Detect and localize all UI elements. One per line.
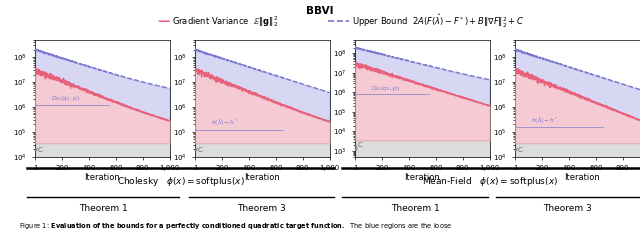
- Text: —: —: [157, 15, 170, 28]
- Text: $h(\hat{\lambda}) - h^*$: $h(\hat{\lambda}) - h^*$: [211, 118, 239, 128]
- Text: Mean-Field   $\phi(x) = \mathrm{softplus}(x)$: Mean-Field $\phi(x) = \mathrm{softplus}(…: [422, 176, 559, 189]
- Text: $D_{\mathrm{KL}}(q_\lambda, p)$: $D_{\mathrm{KL}}(q_\lambda, p)$: [51, 95, 80, 103]
- Text: Gradient Variance  $\mathbb{E}\|\mathbf{g}\|_2^2$: Gradient Variance $\mathbb{E}\|\mathbf{g…: [172, 14, 278, 29]
- Text: C: C: [358, 142, 362, 148]
- Text: Figure 1: $\mathbf{Evaluation\ of\ the\ bounds\ for\ a\ perfectly\ conditioned\ : Figure 1: $\mathbf{Evaluation\ of\ the\ …: [19, 221, 452, 231]
- Text: Cholesky   $\phi(x) = \mathrm{softplus}(x)$: Cholesky $\phi(x) = \mathrm{softplus}(x)…: [116, 176, 244, 189]
- Text: C: C: [198, 147, 202, 153]
- Text: C: C: [38, 147, 42, 153]
- Text: BBVI: BBVI: [307, 6, 333, 16]
- Text: $h(\hat{\lambda}) - h^*$: $h(\hat{\lambda}) - h^*$: [531, 115, 559, 126]
- X-axis label: Iteration: Iteration: [564, 173, 600, 182]
- Text: Upper Bound  $2A(F(\hat{\lambda}) - F^*) + B\|\nabla F\|_2^2 + C$: Upper Bound $2A(F(\hat{\lambda}) - F^*) …: [352, 13, 524, 29]
- X-axis label: Iteration: Iteration: [404, 173, 440, 182]
- Text: Theorem 1: Theorem 1: [79, 204, 127, 212]
- Text: $D_{\mathrm{KL}}(q_\lambda, p)$: $D_{\mathrm{KL}}(q_\lambda, p)$: [371, 84, 400, 93]
- Text: Theorem 3: Theorem 3: [237, 204, 286, 212]
- X-axis label: Iteration: Iteration: [244, 173, 280, 182]
- X-axis label: Iteration: Iteration: [84, 173, 120, 182]
- Text: Theorem 3: Theorem 3: [543, 204, 592, 212]
- Text: Theorem 1: Theorem 1: [390, 204, 440, 212]
- Text: C: C: [518, 147, 522, 153]
